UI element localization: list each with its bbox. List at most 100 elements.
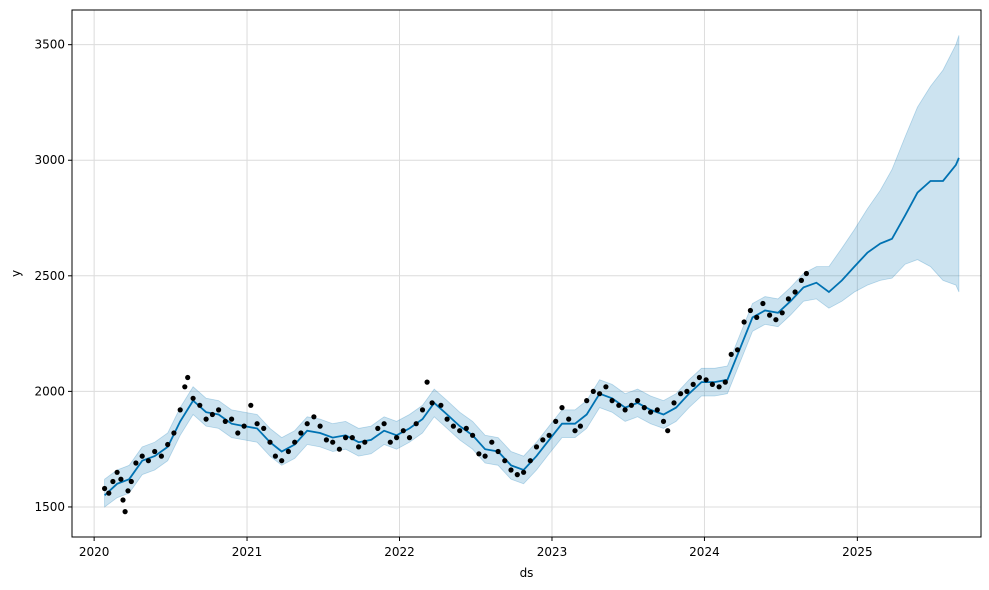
observed-point [145, 458, 151, 464]
observed-point [317, 423, 323, 429]
observed-point [165, 441, 171, 448]
observed-point [577, 423, 584, 429]
observed-point [122, 509, 128, 515]
observed-point [767, 312, 773, 318]
observed-point [566, 416, 572, 422]
y-tick-label: 3500 [34, 38, 65, 52]
observed-point [584, 398, 590, 404]
observed-point [336, 446, 342, 452]
observed-point [235, 430, 241, 436]
observed-point [133, 460, 139, 466]
observed-point [609, 398, 615, 404]
observed-point [438, 402, 444, 408]
observed-point [754, 314, 760, 320]
observed-point [323, 437, 329, 443]
observed-point [128, 478, 134, 485]
observed-point [125, 488, 131, 494]
observed-point [648, 409, 654, 415]
y-tick-label: 1500 [34, 500, 65, 514]
y-tick-label: 3000 [34, 153, 65, 167]
observed-point [741, 319, 747, 325]
observed-point [716, 384, 722, 390]
observed-point [463, 425, 469, 431]
observed-point [197, 402, 203, 408]
observed-point [703, 377, 709, 383]
observed-point [533, 444, 540, 450]
observed-point [406, 435, 413, 441]
observed-point [209, 411, 215, 418]
observed-point [177, 407, 183, 413]
observed-point [261, 425, 267, 431]
observed-point [803, 270, 810, 277]
observed-point [540, 437, 546, 443]
observed-point [553, 418, 559, 424]
observed-point [747, 307, 754, 314]
observed-point [171, 430, 177, 436]
observed-point [546, 432, 552, 438]
observed-point [110, 478, 116, 485]
observed-point [419, 407, 426, 413]
forecast-line [103, 157, 960, 497]
observed-point [118, 476, 124, 482]
observed-point [590, 388, 596, 394]
observed-point [527, 458, 533, 464]
observed-point [254, 421, 260, 427]
observed-point [457, 428, 463, 434]
observed-point [450, 423, 456, 429]
uncertainty-band [104, 35, 960, 508]
x-tick-label: 2021 [232, 545, 263, 559]
observed-point [603, 384, 609, 390]
observed-point [349, 435, 355, 441]
observed-point [182, 384, 188, 390]
observed-point [285, 448, 291, 455]
observed-point [709, 381, 716, 387]
observed-point [120, 497, 126, 503]
x-axis: 2020 2021 2022 2023 2024 2025 [79, 537, 873, 559]
plot-frame [71, 9, 982, 538]
observed-point [798, 277, 805, 283]
observed-point [424, 379, 430, 385]
observed-point [222, 418, 228, 424]
observed-point [381, 421, 387, 427]
observed-point [330, 439, 336, 445]
observed-point [304, 421, 310, 427]
observed-point [660, 418, 667, 424]
observed-point [229, 416, 235, 422]
observed-point [272, 453, 278, 459]
observed-point [444, 416, 450, 422]
observed-point [641, 405, 647, 411]
observed-point [521, 469, 527, 475]
observed-point [482, 453, 488, 459]
grid [72, 10, 981, 537]
observed-point [279, 458, 285, 464]
observed-point [470, 432, 476, 438]
observed-point [792, 289, 798, 295]
observed-point [292, 439, 298, 445]
observed-point [684, 388, 690, 394]
observed-point [343, 435, 349, 441]
observed-point [241, 423, 247, 429]
observed-point [785, 296, 792, 302]
observed-point [616, 402, 622, 408]
x-tick-label: 2024 [689, 545, 720, 559]
observed-point [203, 416, 209, 422]
observed-point [158, 453, 164, 459]
observed-point [508, 467, 514, 473]
observed-point [429, 400, 435, 406]
observed-point [654, 407, 660, 413]
observed-point [394, 435, 400, 441]
observed-point [387, 439, 393, 445]
observed-point [728, 351, 734, 357]
observed-point [559, 405, 565, 411]
x-tick-label: 2025 [842, 545, 873, 559]
y-tick-label: 2500 [34, 269, 65, 283]
y-axis: 1500 2000 2500 3000 3500 [34, 38, 72, 514]
observed-point [690, 381, 696, 387]
observed-point [311, 414, 317, 420]
observed-point [248, 402, 254, 408]
observed-point [139, 453, 145, 459]
observed-point [375, 425, 381, 431]
observed-point [102, 485, 108, 492]
x-axis-title: ds [520, 566, 534, 580]
